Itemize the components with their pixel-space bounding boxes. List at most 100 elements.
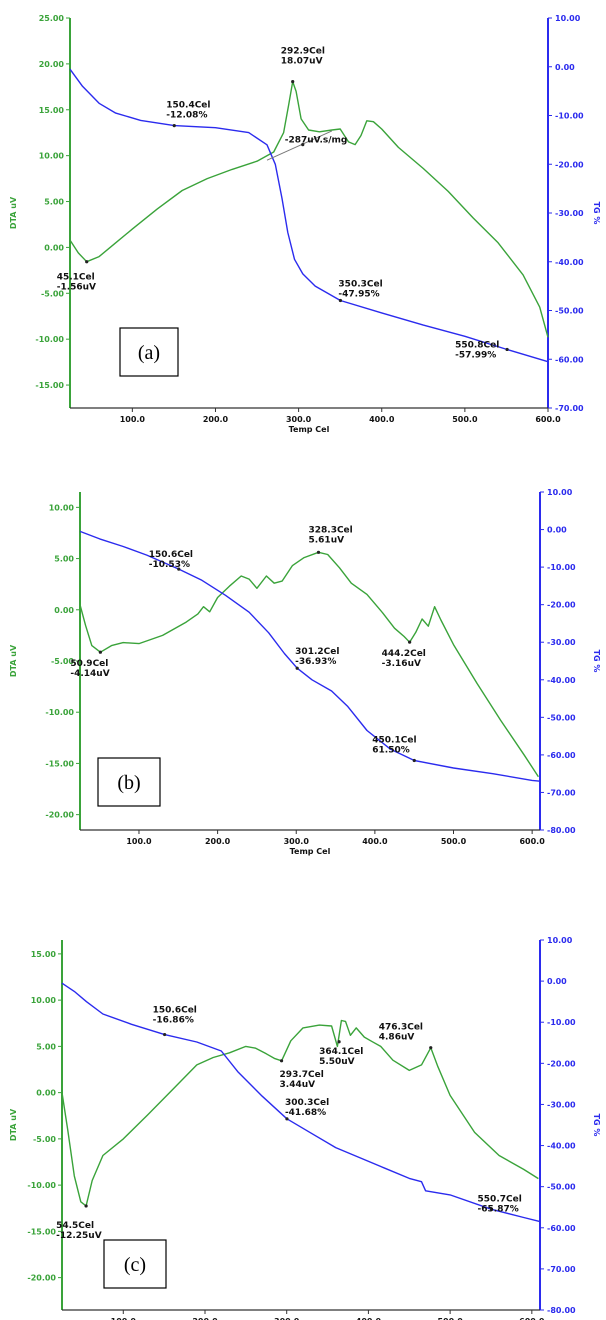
dta-curve bbox=[69, 80, 549, 338]
left-axis-label: DTA uV bbox=[9, 196, 18, 229]
right-tick-label: -60.00 bbox=[547, 1224, 576, 1233]
right-tick-label: -30.00 bbox=[555, 209, 584, 218]
annotation-label: -36.93% bbox=[295, 657, 336, 667]
annotation-label: 450.1Cel bbox=[372, 736, 416, 746]
x-tick-label: 200.0 bbox=[205, 837, 231, 846]
left-tick-label: 5.00 bbox=[54, 555, 74, 564]
left-tick-label: 5.00 bbox=[36, 1042, 56, 1051]
annotation-marker bbox=[316, 550, 321, 554]
x-tick-label: 600.0 bbox=[519, 1317, 545, 1320]
chart-panel-c: 15.00 10.00 5.00 0.00 -5.00 -10.00 -15.00 -20.0… bbox=[0, 880, 606, 1320]
annotation-label: 301.2Cel bbox=[295, 647, 339, 657]
right-tick-label: -80.00 bbox=[547, 1306, 576, 1315]
right-tick-label: -80.00 bbox=[547, 826, 576, 835]
left-tick-label: 10.00 bbox=[49, 503, 75, 512]
right-tick-label: -40.00 bbox=[547, 676, 576, 685]
annotation-marker bbox=[291, 79, 295, 84]
annotation-label: 50.9Cel bbox=[70, 659, 108, 669]
left-tick-label: -5.00 bbox=[41, 289, 64, 298]
annotation-marker bbox=[408, 640, 412, 644]
left-tick-label: -10.00 bbox=[35, 335, 64, 344]
x-tick-label: 100.0 bbox=[126, 837, 152, 846]
right-tick-label: 0.00 bbox=[555, 63, 575, 72]
right-tick-label: -70.00 bbox=[547, 788, 576, 797]
panel-label-box bbox=[103, 1239, 167, 1289]
annotation-marker bbox=[279, 1059, 284, 1063]
right-axis-label: TG % bbox=[592, 1114, 601, 1137]
annotation-marker bbox=[172, 124, 176, 128]
left-tick-label: -5.00 bbox=[51, 657, 74, 666]
annotation-marker bbox=[85, 260, 89, 264]
annotation-label: 292.9Cel bbox=[281, 47, 325, 57]
annotation-label: -12.25uV bbox=[56, 1231, 102, 1241]
panel-label: (b) bbox=[117, 772, 140, 794]
right-tick-label: -50.00 bbox=[547, 1183, 576, 1192]
annotation-label: -41.68% bbox=[285, 1108, 326, 1118]
dta-curve bbox=[79, 551, 539, 778]
x-tick-label: 400.0 bbox=[362, 837, 388, 846]
annotation-label: -4.14uV bbox=[70, 669, 109, 679]
left-tick-label: -20.00 bbox=[27, 1274, 56, 1283]
annotation-marker bbox=[338, 298, 343, 303]
x-tick-label: 500.0 bbox=[437, 1317, 463, 1320]
left-tick-label: -5.00 bbox=[33, 1135, 56, 1144]
annotation-label: -287uV.s/mg bbox=[285, 136, 348, 146]
left-tick-label: 15.00 bbox=[39, 106, 65, 115]
left-tick-label: 0.00 bbox=[54, 606, 74, 615]
left-tick-label: 0.00 bbox=[36, 1089, 56, 1098]
annotation-label: 550.8Cel bbox=[455, 340, 499, 350]
annotation-label: 5.50uV bbox=[319, 1057, 355, 1067]
annotation-marker bbox=[285, 1117, 289, 1121]
x-tick-label: 300.0 bbox=[286, 415, 312, 424]
annotation-label: -16.86% bbox=[153, 1016, 194, 1026]
right-tick-label: -50.00 bbox=[555, 307, 584, 316]
right-tick-label: -10.00 bbox=[555, 112, 584, 121]
annotation-label: 3.44uV bbox=[280, 1080, 316, 1090]
x-axis-label: Temp Cel bbox=[289, 425, 330, 434]
annotation-label: 45.1Cel bbox=[57, 273, 95, 283]
annotation-label: 150.6Cel bbox=[149, 550, 193, 560]
right-tick-label: 10.00 bbox=[555, 14, 581, 23]
right-tick-label: 0.00 bbox=[547, 977, 567, 986]
annotation-marker bbox=[412, 758, 416, 763]
right-tick-label: -40.00 bbox=[547, 1142, 576, 1151]
left-tick-label: 20.00 bbox=[39, 60, 65, 69]
x-tick-label: 600.0 bbox=[519, 837, 545, 846]
right-tick-label: -10.00 bbox=[547, 1018, 576, 1027]
annotation-label: 5.61uV bbox=[308, 535, 344, 545]
annotation-label: 54.5Cel bbox=[56, 1221, 94, 1231]
left-tick-label: -15.00 bbox=[27, 1227, 56, 1236]
right-tick-label: -60.00 bbox=[547, 751, 576, 760]
left-axis-label: DTA uV bbox=[9, 644, 18, 677]
right-axis-label: TG % bbox=[592, 202, 601, 225]
x-tick-label: 600.0 bbox=[535, 415, 561, 424]
panel-label-box bbox=[97, 757, 161, 807]
annotation-label: 293.7Cel bbox=[280, 1070, 324, 1080]
x-tick-label: 100.0 bbox=[111, 1317, 137, 1320]
annotation-label: 364.1Cel bbox=[319, 1047, 363, 1057]
annotation-marker bbox=[98, 650, 102, 654]
right-tick-label: -10.00 bbox=[547, 563, 576, 572]
annotation-label: -10.53% bbox=[149, 560, 190, 570]
annotation-label: 550.7Cel bbox=[478, 1194, 522, 1204]
right-tick-label: -60.00 bbox=[555, 355, 584, 364]
chart-panel-a: 25.00 20.00 15.00 10.00 5.00 0.00 -5.00 -10.00 -… bbox=[0, 0, 606, 440]
panel-label: (c) bbox=[124, 1254, 146, 1276]
annotation-label: 444.2Cel bbox=[382, 649, 426, 659]
left-tick-label: -10.00 bbox=[45, 708, 74, 717]
left-tick-label: -20.00 bbox=[45, 811, 74, 820]
annotation-marker bbox=[163, 1032, 167, 1037]
annotation-marker bbox=[505, 347, 509, 352]
annotation-label: 61.50% bbox=[372, 746, 410, 756]
dta-tg-chart-a: 25.00 20.00 15.00 10.00 5.00 0.00 -5.00 -10.00 -… bbox=[9, 14, 601, 434]
left-tick-label: 25.00 bbox=[39, 14, 65, 23]
x-tick-label: 200.0 bbox=[192, 1317, 218, 1320]
dta-tg-chart-c: 15.00 10.00 5.00 0.00 -5.00 -10.00 -15.00 -20.0… bbox=[9, 936, 601, 1320]
right-tick-label: 10.00 bbox=[547, 936, 573, 945]
annotation-label: -3.16uV bbox=[382, 659, 421, 669]
left-tick-label: 0.00 bbox=[44, 243, 64, 252]
annotation-label: -1.56uV bbox=[57, 283, 96, 293]
right-tick-label: -20.00 bbox=[555, 160, 584, 169]
annotation-label: -47.95% bbox=[338, 290, 379, 300]
x-tick-label: 500.0 bbox=[441, 837, 467, 846]
